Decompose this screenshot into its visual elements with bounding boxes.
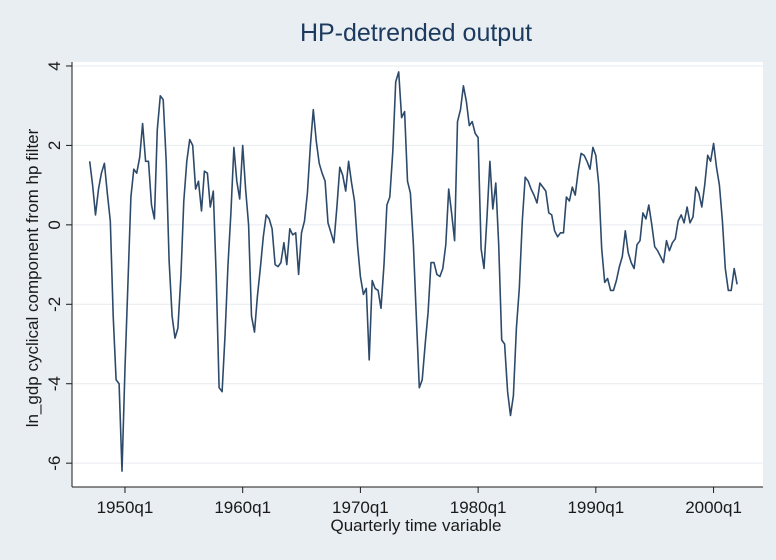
- y-tick-label: -6: [45, 456, 64, 471]
- x-tick-label: 1980q1: [450, 498, 507, 517]
- plot-area: [72, 62, 763, 487]
- y-tick-label: 2: [45, 141, 64, 150]
- x-tick-label: 1970q1: [332, 498, 389, 517]
- series-line: [88, 71, 738, 472]
- x-tick-label: 1950q1: [97, 498, 154, 517]
- y-tick-label: -4: [45, 376, 64, 391]
- x-tick-label: 1960q1: [214, 498, 271, 517]
- x-tick-label: 2000q1: [685, 498, 742, 517]
- y-tick-label: -2: [45, 297, 64, 312]
- gridlines: [72, 65, 763, 464]
- x-tick-label: 1990q1: [567, 498, 624, 517]
- y-tick-label: 0: [45, 220, 64, 229]
- axes: [71, 62, 763, 488]
- chart-title: HP-detrended output: [300, 19, 532, 47]
- series-group: [88, 71, 738, 472]
- x-axis-title: Quarterly time variable: [330, 516, 501, 535]
- tick-marks: 4 2 0 -2 -4 -6 1950q1 1960q1 1970q1 1980q1 1990q1 2…: [45, 61, 742, 517]
- y-axis-title: ln_gdp cyclical component from hp filter: [23, 128, 42, 427]
- y-tick-label: 4: [45, 61, 64, 70]
